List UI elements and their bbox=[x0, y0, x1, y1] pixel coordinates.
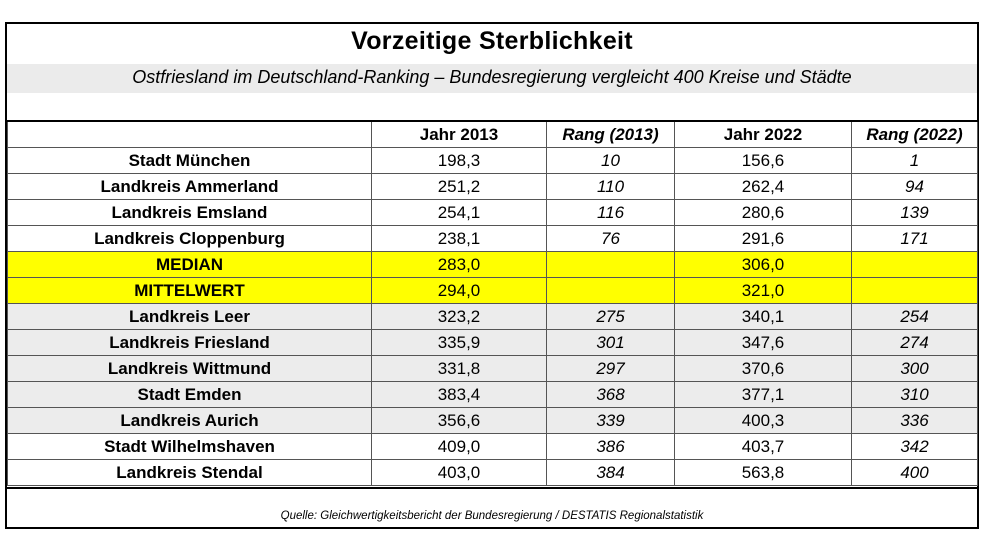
row-name: Stadt München bbox=[7, 147, 372, 174]
row-name: Landkreis Cloppenburg bbox=[7, 225, 372, 252]
value-jahr-2013: 238,1 bbox=[371, 225, 547, 252]
row-name: MITTELWERT bbox=[7, 277, 372, 304]
value-jahr-2022: 306,0 bbox=[674, 251, 852, 278]
value-jahr-2013: 198,3 bbox=[371, 147, 547, 174]
value-jahr-2013: 356,6 bbox=[371, 407, 547, 434]
table-body: Stadt München 198,3 10 156,6 1 Landkreis Amme… bbox=[7, 147, 978, 486]
table-row: Landkreis Leer 323,2 275 340,1 254 bbox=[7, 303, 978, 330]
row-name: Landkreis Friesland bbox=[7, 329, 372, 356]
rank-2022: 171 bbox=[851, 225, 978, 252]
row-name: Stadt Wilhelmshaven bbox=[7, 433, 372, 460]
value-jahr-2022: 563,8 bbox=[674, 459, 852, 486]
value-jahr-2022: 156,6 bbox=[674, 147, 852, 174]
table-row: Landkreis Emsland 254,1 116 280,6 139 bbox=[7, 199, 978, 226]
value-jahr-2022: 340,1 bbox=[674, 303, 852, 330]
rank-2013: 110 bbox=[546, 173, 675, 200]
table-row: Landkreis Wittmund 331,8 297 370,6 300 bbox=[7, 355, 978, 382]
row-name: Landkreis Aurich bbox=[7, 407, 372, 434]
value-jahr-2022: 280,6 bbox=[674, 199, 852, 226]
subtitle-band bbox=[7, 64, 977, 93]
table-row: Stadt München 198,3 10 156,6 1 bbox=[7, 147, 978, 174]
rank-2022: 254 bbox=[851, 303, 978, 330]
rank-2013: 301 bbox=[546, 329, 675, 356]
rank-2022: 1 bbox=[851, 147, 978, 174]
value-jahr-2013: 383,4 bbox=[371, 381, 547, 408]
value-jahr-2022: 370,6 bbox=[674, 355, 852, 382]
table-row: Stadt Wilhelmshaven 409,0 386 403,7 342 bbox=[7, 433, 978, 460]
page-subtitle: Ostfriesland im Deutschland-Ranking – Bu… bbox=[132, 67, 852, 87]
rank-2022: 300 bbox=[851, 355, 978, 382]
source-divider bbox=[7, 487, 977, 489]
rank-2013: 384 bbox=[546, 459, 675, 486]
column-header-rang-2013: Rang (2013) bbox=[546, 120, 675, 148]
row-name: MEDIAN bbox=[7, 251, 372, 278]
value-jahr-2013: 251,2 bbox=[371, 173, 547, 200]
value-jahr-2022: 403,7 bbox=[674, 433, 852, 460]
ranking-table: Jahr 2013 Rang (2013) Jahr 2022 Rang (20… bbox=[7, 120, 978, 486]
rank-2013: 76 bbox=[546, 225, 675, 252]
value-jahr-2013: 283,0 bbox=[371, 251, 547, 278]
rank-2022: 400 bbox=[851, 459, 978, 486]
value-jahr-2013: 331,8 bbox=[371, 355, 547, 382]
column-header-jahr-2013: Jahr 2013 bbox=[371, 120, 547, 148]
rank-2013: 368 bbox=[546, 381, 675, 408]
value-jahr-2013: 335,9 bbox=[371, 329, 547, 356]
table-row: Landkreis Cloppenburg 238,1 76 291,6 171 bbox=[7, 225, 978, 252]
value-jahr-2022: 400,3 bbox=[674, 407, 852, 434]
rank-2022: 274 bbox=[851, 329, 978, 356]
table-row: Landkreis Ammerland 251,2 110 262,4 94 bbox=[7, 173, 978, 200]
value-jahr-2022: 347,6 bbox=[674, 329, 852, 356]
rank-2022: 342 bbox=[851, 433, 978, 460]
source-note: Quelle: Gleichwertigkeitsbericht der Bun… bbox=[280, 510, 704, 522]
row-name: Landkreis Stendal bbox=[7, 459, 372, 486]
value-jahr-2013: 403,0 bbox=[371, 459, 547, 486]
rank-2013: 275 bbox=[546, 303, 675, 330]
column-header-rang-2022: Rang (2022) bbox=[851, 120, 978, 148]
table-row: MITTELWERT 294,0 321,0 bbox=[7, 277, 978, 304]
rank-2022: 310 bbox=[851, 381, 978, 408]
value-jahr-2022: 321,0 bbox=[674, 277, 852, 304]
rank-2013 bbox=[546, 251, 675, 278]
value-jahr-2013: 409,0 bbox=[371, 433, 547, 460]
value-jahr-2022: 262,4 bbox=[674, 173, 852, 200]
rank-2013: 339 bbox=[546, 407, 675, 434]
rank-2022: 139 bbox=[851, 199, 978, 226]
rank-2022 bbox=[851, 277, 978, 304]
row-name: Landkreis Leer bbox=[7, 303, 372, 330]
rank-2022 bbox=[851, 251, 978, 278]
page-title: Vorzeitige Sterblichkeit bbox=[351, 27, 633, 55]
value-jahr-2022: 291,6 bbox=[674, 225, 852, 252]
value-jahr-2013: 254,1 bbox=[371, 199, 547, 226]
value-jahr-2022: 377,1 bbox=[674, 381, 852, 408]
column-header-jahr-2022: Jahr 2022 bbox=[674, 120, 852, 148]
row-name: Landkreis Emsland bbox=[7, 199, 372, 226]
rank-2022: 94 bbox=[851, 173, 978, 200]
table-frame: Vorzeitige Sterblichkeit Ostfriesland im… bbox=[5, 22, 979, 529]
table-row: Landkreis Stendal 403,0 384 563,8 400 bbox=[7, 459, 978, 486]
rank-2013: 10 bbox=[546, 147, 675, 174]
rank-2013: 386 bbox=[546, 433, 675, 460]
rank-2013 bbox=[546, 277, 675, 304]
table-row: Landkreis Friesland 335,9 301 347,6 274 bbox=[7, 329, 978, 356]
row-name: Landkreis Wittmund bbox=[7, 355, 372, 382]
table-row: MEDIAN 283,0 306,0 bbox=[7, 251, 978, 278]
column-header-name bbox=[7, 120, 372, 148]
rank-2013: 297 bbox=[546, 355, 675, 382]
value-jahr-2013: 294,0 bbox=[371, 277, 547, 304]
rank-2022: 336 bbox=[851, 407, 978, 434]
rank-2013: 116 bbox=[546, 199, 675, 226]
row-name: Stadt Emden bbox=[7, 381, 372, 408]
table-header-row: Jahr 2013 Rang (2013) Jahr 2022 Rang (20… bbox=[7, 120, 978, 148]
table-row: Landkreis Aurich 356,6 339 400,3 336 bbox=[7, 407, 978, 434]
value-jahr-2013: 323,2 bbox=[371, 303, 547, 330]
row-name: Landkreis Ammerland bbox=[7, 173, 372, 200]
table-row: Stadt Emden 383,4 368 377,1 310 bbox=[7, 381, 978, 408]
